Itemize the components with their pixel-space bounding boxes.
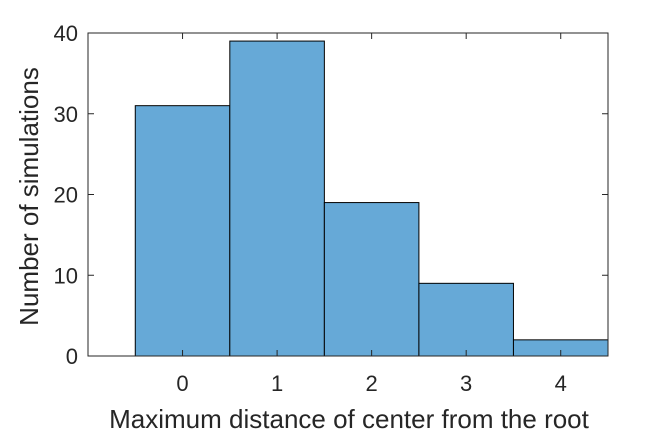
x-axis-label: Maximum distance of center from the root [109, 404, 590, 434]
y-tick-label: 10 [54, 263, 78, 288]
x-tick-label: 0 [176, 371, 188, 396]
x-tick-label: 1 [271, 371, 283, 396]
y-tick-label: 0 [66, 344, 78, 369]
bar-3 [418, 282, 514, 357]
x-tick-label: 4 [555, 371, 567, 396]
x-tick-label: 3 [460, 371, 472, 396]
bar-1 [229, 40, 325, 357]
bar-2 [323, 202, 420, 357]
x-axis-ticks: 0 1 2 3 4 [176, 33, 567, 396]
bar-0 [134, 105, 231, 357]
y-tick-label: 40 [54, 21, 78, 46]
y-tick-label: 20 [54, 183, 78, 208]
y-tick-label: 30 [54, 102, 78, 127]
bars-group [134, 40, 609, 357]
y-axis-label: Number of simulations [14, 67, 44, 326]
y-axis-ticks: 0 10 20 30 40 [54, 21, 608, 369]
x-tick-label: 2 [366, 371, 378, 396]
